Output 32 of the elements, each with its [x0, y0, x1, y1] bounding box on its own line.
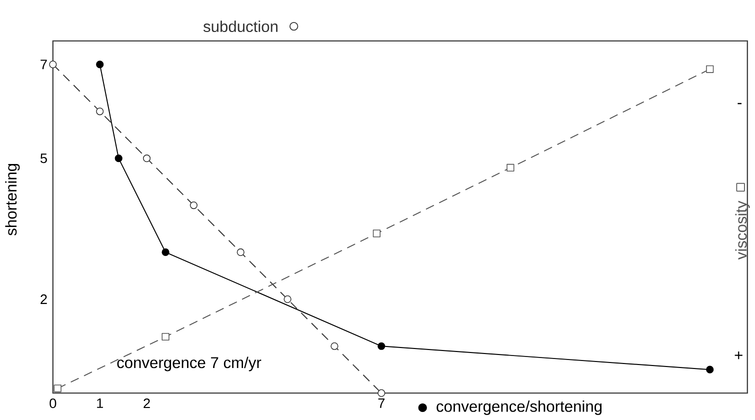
point	[378, 389, 386, 397]
point	[49, 60, 57, 68]
point	[330, 342, 338, 350]
point	[114, 154, 122, 162]
point	[706, 366, 714, 374]
point	[706, 65, 714, 73]
point	[54, 384, 62, 392]
text: viscosity	[735, 200, 750, 260]
point	[162, 248, 170, 256]
point	[378, 342, 386, 350]
point	[96, 107, 104, 116]
x-tick-label: 0	[50, 398, 56, 408]
annotation: +	[734, 351, 742, 360]
point	[236, 248, 244, 256]
point	[142, 154, 151, 162]
point	[284, 295, 292, 303]
point	[372, 230, 381, 238]
text: subduction	[203, 20, 278, 32]
annotation: convergence 7 cm/yr	[117, 356, 262, 372]
legend-label: convergence/shortening	[436, 400, 602, 415]
y-tick-label: 7	[40, 60, 47, 70]
x-tick-label: 7	[378, 398, 385, 408]
point	[162, 332, 170, 340]
y-tick-label: 2	[40, 294, 47, 304]
y-axis-title: shortening	[5, 164, 20, 236]
y-tick-label: 5	[40, 153, 47, 164]
x-tick-label: 2	[144, 398, 150, 408]
x-tick-label: 1	[97, 398, 103, 408]
annotation: -	[738, 102, 742, 104]
point	[96, 60, 104, 68]
point	[190, 201, 198, 209]
point	[506, 164, 514, 172]
